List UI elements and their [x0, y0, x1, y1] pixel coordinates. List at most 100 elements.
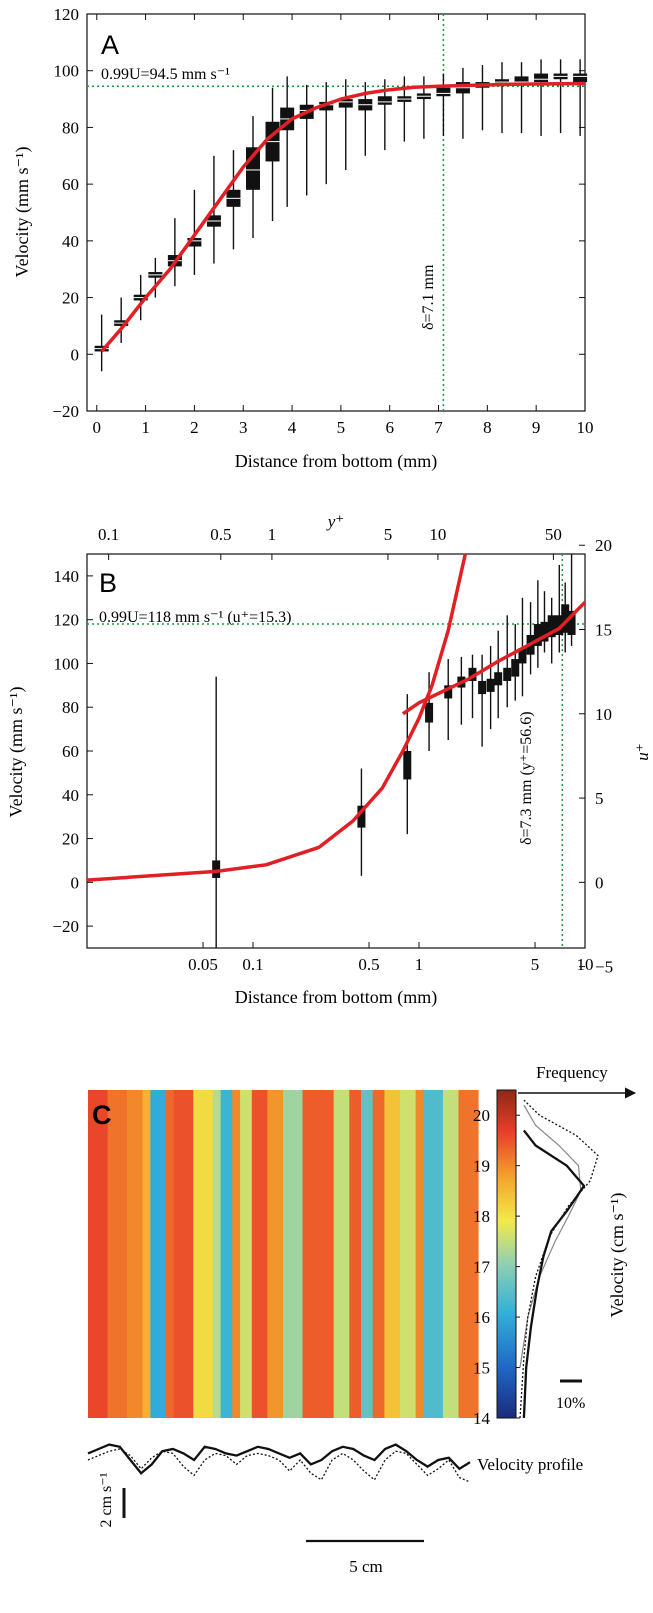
- panel-a-xtick-label: 3: [239, 418, 248, 437]
- panel-b-box: [478, 680, 487, 695]
- panel-a-xtick-label: 9: [532, 418, 541, 437]
- panel-b-right-tick-label: 20: [595, 536, 612, 555]
- heatmap-column: [349, 1090, 362, 1418]
- panel-a-fit-curve: [100, 81, 586, 353]
- panel-b-box: [486, 678, 495, 692]
- heatmap-column: [400, 1090, 417, 1418]
- panel-b-right-tick-label: 10: [595, 705, 612, 724]
- panel-a-frame: [86, 13, 586, 412]
- panel-b-right-tick-label: 0: [595, 873, 604, 892]
- panel-a-xtick-label: 10: [577, 418, 594, 437]
- panel-b-xlabel: Distance from bottom (mm): [235, 987, 437, 1008]
- panel-b-xtick-label: 1: [415, 955, 424, 974]
- frequency-label: Frequency: [536, 1063, 608, 1082]
- panel-b-ytick-label: 60: [62, 742, 79, 761]
- panel-a-xtick-label: 2: [190, 418, 199, 437]
- heatmap-column: [193, 1090, 214, 1418]
- heatmap-column: [166, 1090, 175, 1418]
- panel-b-box: [425, 702, 434, 723]
- heatmap-column: [384, 1090, 401, 1418]
- panel-b-xtick-label: 5: [531, 955, 540, 974]
- heatmap-column: [107, 1090, 128, 1418]
- panel-b-xtick-label: 0.05: [188, 955, 218, 974]
- panel-a-xtick-label: 1: [141, 418, 150, 437]
- panel-b-viscous-curve: [86, 553, 468, 882]
- y-scale-label: 2 cm s⁻¹: [98, 1472, 115, 1527]
- panel-b-top-tick-label: 50: [545, 525, 562, 544]
- heatmap-column: [88, 1090, 109, 1418]
- panel-b-xtick-label: 0.1: [242, 955, 263, 974]
- panel-b-xtick-label: 0.5: [358, 955, 379, 974]
- panel-b-box: [511, 659, 520, 677]
- panel-a-ytick-label: 100: [54, 62, 80, 81]
- panel-b-box: [494, 672, 503, 686]
- panel-b-label: B: [99, 568, 117, 598]
- colorbar-tick-label: 20: [473, 1106, 490, 1125]
- colorbar: [496, 1089, 517, 1419]
- panel-b-ytick-label: 80: [62, 698, 79, 717]
- panel-b-top-tick-label: 10: [429, 525, 446, 544]
- panel-a-label: A: [101, 30, 119, 60]
- panel-b-box: [555, 615, 564, 635]
- velocity-profile-label: Velocity profile: [477, 1455, 583, 1474]
- panel-b-right-tick-label: 5: [595, 789, 604, 808]
- panel-b-box: [533, 624, 542, 646]
- heatmap-column: [442, 1090, 460, 1418]
- panel-b-box: [212, 860, 221, 878]
- panel-b-right-tick-label: −5: [595, 958, 613, 977]
- colorbar-tick-label: 15: [473, 1359, 490, 1378]
- panel-b-ytick-label: 140: [54, 567, 80, 586]
- frequency-curves: [519, 1099, 599, 1419]
- panel-a-xtick-label: 4: [288, 418, 297, 437]
- panel-a-xtick-label: 5: [337, 418, 346, 437]
- panel-a-box: [514, 76, 529, 85]
- velocity-profile-solid: [87, 1443, 471, 1475]
- panel-c: C 14 15 16 17 18 19 20 Frequency 10% Velocity …: [87, 1063, 637, 1576]
- panel-a-box: [187, 238, 202, 247]
- velocity-profile: [87, 1443, 471, 1483]
- panel-b-box: [540, 621, 549, 642]
- heatmap-column: [267, 1090, 284, 1418]
- heatmap-column: [220, 1090, 233, 1418]
- panel-b-box: [547, 615, 556, 638]
- panel-b-box: [357, 805, 366, 828]
- heatmap-column: [372, 1090, 385, 1418]
- panel-a-u99-label: 0.99U=94.5 mm s⁻¹: [101, 66, 230, 83]
- panel-b: 0.05 0.1 0.5 1 5 100.1 0.5 1 5 10 50−2002040608010…: [6, 512, 652, 1008]
- panel-b-top-axis-label: y⁺: [326, 512, 345, 531]
- heatmap-column: [415, 1090, 424, 1418]
- heatmap-column: [173, 1090, 194, 1418]
- panel-b-top-tick-label: 0.1: [98, 525, 119, 544]
- panel-b-right-tick-label: 15: [595, 621, 612, 640]
- panel-a-delta-label: δ=7.1 mm: [420, 264, 437, 330]
- panel-a-axes: 0 1 2 3 4 5 6 7 8 9 10 −20 0 20 40 60 80 100 120: [52, 5, 593, 437]
- heatmap-column: [240, 1090, 253, 1418]
- panel-a-xtick-label: 6: [385, 418, 394, 437]
- panel-a-box: [319, 101, 334, 111]
- heatmap-column: [458, 1090, 479, 1418]
- panel-a-xtick-label: 0: [93, 418, 102, 437]
- panel-a-ytick-label: 80: [62, 118, 79, 137]
- panel-b-ytick-label: −20: [52, 917, 79, 936]
- panel-a-ytick-label: 40: [62, 232, 79, 251]
- frequency-curve-dotted: [519, 1099, 599, 1419]
- panel-b-ytick-label: 120: [54, 611, 80, 630]
- panel-a-xtick-label: 7: [434, 418, 443, 437]
- panel-b-marks: [86, 553, 587, 948]
- panel-a-ytick-label: −20: [52, 402, 79, 421]
- panel-b-ytick-label: 20: [62, 830, 79, 849]
- panel-b-box: [503, 667, 512, 681]
- frequency-curve-gray: [519, 1104, 582, 1368]
- panel-b-ytick-label: 100: [54, 654, 80, 673]
- panel-a-marks: [87, 14, 588, 411]
- panel-a-xtick-label: 8: [483, 418, 492, 437]
- panel-c-heatmap: [88, 1090, 479, 1418]
- heatmap-column: [322, 1090, 335, 1418]
- panel-b-box: [403, 751, 412, 780]
- colorbar-tick-label: 17: [473, 1258, 491, 1277]
- colorbar-tick-label: 16: [473, 1308, 490, 1327]
- heatmap-column: [283, 1090, 304, 1418]
- panel-b-box: [444, 685, 453, 699]
- heatmap-column: [333, 1090, 350, 1418]
